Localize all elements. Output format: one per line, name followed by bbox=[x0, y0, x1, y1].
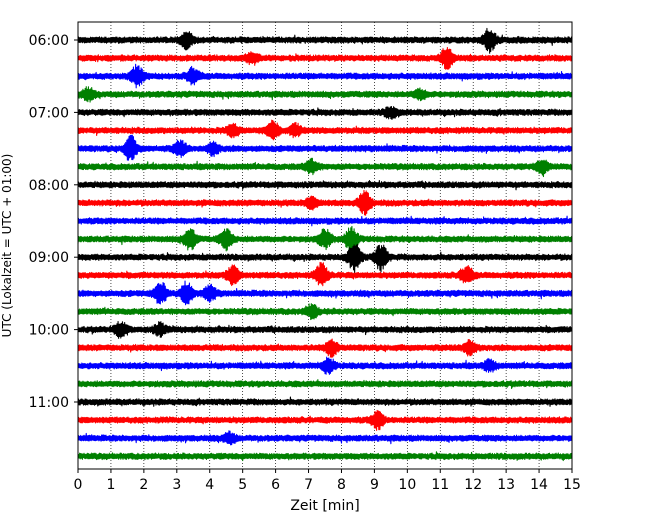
seismic-trace bbox=[77, 243, 573, 274]
x-tick-label: 3 bbox=[172, 477, 181, 493]
seismic-trace bbox=[77, 356, 573, 375]
y-tick-label: 07:00 bbox=[29, 105, 69, 121]
seismic-trace bbox=[77, 119, 573, 141]
x-tick-label: 1 bbox=[106, 477, 115, 493]
x-tick-label: 2 bbox=[139, 477, 148, 493]
y-axis-label: UTC (Lokalzeit = UTC + 01:00) bbox=[0, 154, 14, 338]
seismic-trace bbox=[77, 157, 573, 178]
x-tick-label: 10 bbox=[398, 477, 416, 493]
x-tick-label: 0 bbox=[74, 477, 83, 493]
seismic-trace bbox=[77, 303, 573, 321]
seismic-trace bbox=[77, 338, 573, 358]
plot-frame bbox=[77, 21, 573, 470]
y-tick-label: 11:00 bbox=[29, 395, 69, 411]
seismic-trace bbox=[77, 396, 573, 407]
x-tick-label: 13 bbox=[497, 477, 515, 493]
seismic-trace bbox=[77, 280, 573, 306]
x-tick-label: 9 bbox=[370, 477, 379, 493]
x-tick-label: 4 bbox=[205, 477, 214, 493]
y-tick-label: 06:00 bbox=[29, 33, 69, 49]
seismic-trace bbox=[77, 63, 573, 89]
seismic-trace bbox=[77, 189, 573, 216]
seismic-trace bbox=[77, 215, 573, 227]
seismic-trace bbox=[77, 46, 573, 71]
seismic-trace bbox=[77, 105, 573, 120]
y-tick-label: 09:00 bbox=[29, 250, 69, 266]
seismic-trace bbox=[77, 86, 573, 103]
x-tick-label: 5 bbox=[238, 477, 247, 493]
seismic-trace bbox=[77, 379, 573, 389]
x-tick-label: 6 bbox=[271, 477, 280, 493]
y-tick-label: 10:00 bbox=[29, 323, 69, 339]
seismic-trace bbox=[77, 430, 573, 446]
y-axis-ticks: 06:00 07:00 08:00 09:00 10:00 11:00 bbox=[29, 33, 78, 411]
seismic-trace bbox=[77, 451, 573, 462]
y-tick-label: 08:00 bbox=[29, 178, 69, 194]
seismic-traces bbox=[77, 27, 573, 462]
seismic-trace bbox=[77, 409, 573, 431]
x-tick-label: 15 bbox=[563, 477, 581, 493]
x-axis-label: Zeit [min] bbox=[290, 498, 359, 514]
x-tick-label: 14 bbox=[530, 477, 548, 493]
seismic-trace bbox=[77, 134, 573, 161]
x-axis-ticks: 0 1 2 3 4 5 6 7 8 9 10 11 12 13 14 15 bbox=[74, 469, 581, 493]
x-tick-label: 7 bbox=[304, 477, 313, 493]
x-tick-label: 11 bbox=[431, 477, 449, 493]
x-tick-label: 12 bbox=[464, 477, 482, 493]
x-tick-label: 8 bbox=[337, 477, 346, 493]
seismic-trace bbox=[77, 179, 573, 191]
seismic-trace bbox=[77, 27, 573, 54]
seismic-trace bbox=[77, 225, 573, 252]
seismic-trace bbox=[77, 261, 573, 287]
seismic-trace bbox=[77, 320, 573, 339]
vertical-gridlines bbox=[110, 22, 540, 469]
